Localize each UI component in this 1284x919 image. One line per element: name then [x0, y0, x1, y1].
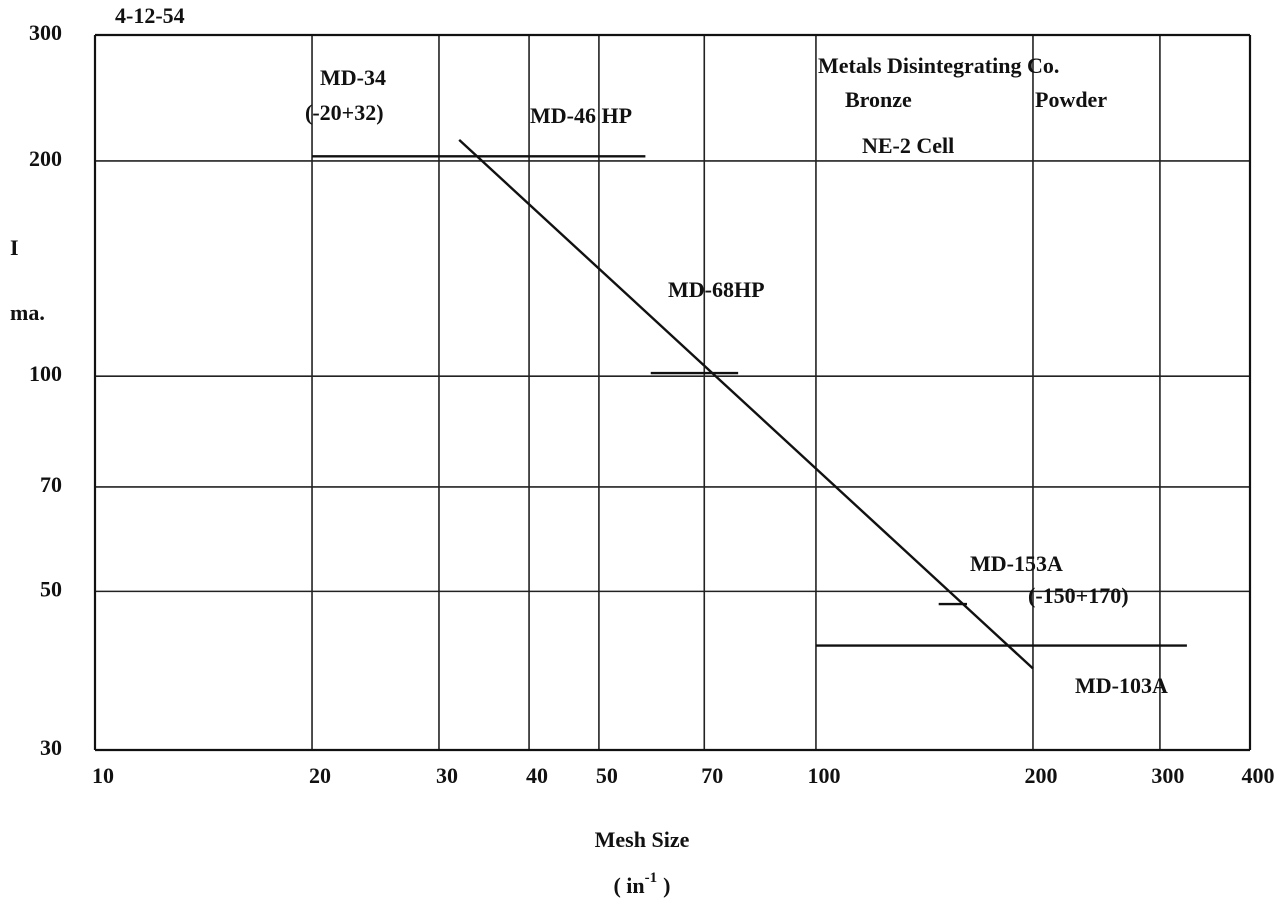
x-tick-label: 40 — [526, 763, 548, 788]
y-tick-label: 100 — [29, 361, 62, 386]
annotation: Powder — [1035, 87, 1107, 112]
annotation: MD-34 — [320, 65, 386, 90]
y-tick-label: 300 — [29, 20, 62, 45]
y-tick-label: 30 — [40, 735, 62, 760]
data-line — [458, 139, 1034, 670]
x-tick-label: 70 — [701, 763, 723, 788]
x-tick-label: 200 — [1024, 763, 1057, 788]
unit-text: ) — [663, 873, 670, 898]
y-tick-label: 70 — [40, 472, 62, 497]
x-tick-label: 30 — [436, 763, 458, 788]
unit-exponent: -1 — [645, 870, 658, 886]
annotation: NE-2 Cell — [862, 133, 954, 158]
annotation: 4-12-54 — [115, 3, 185, 28]
x-tick-label: 20 — [309, 763, 331, 788]
y-tick-label: 50 — [40, 576, 62, 601]
annotation: Metals Disintegrating Co. — [818, 53, 1059, 78]
unit-text: ( in — [613, 873, 644, 898]
x-tick-label: 300 — [1151, 763, 1184, 788]
annotation: (-150+170) — [1028, 583, 1129, 608]
annotation: MD-103A — [1075, 673, 1168, 698]
annotation: MD-153A — [970, 551, 1063, 576]
x-axis-unit: ( in-1) — [613, 870, 670, 898]
x-axis-label: Mesh Size — [595, 827, 690, 852]
y-axis-label: I — [10, 235, 19, 260]
y-axis-label: ma. — [10, 300, 45, 325]
annotation: MD-46 HP — [530, 103, 632, 128]
annotation: Bronze — [845, 87, 912, 112]
annotation: (-20+32) — [305, 100, 384, 125]
annotation: MD-68HP — [668, 277, 765, 302]
x-tick-label: 400 — [1242, 763, 1275, 788]
x-tick-label: 10 — [92, 763, 114, 788]
x-tick-label: 50 — [596, 763, 618, 788]
y-tick-label: 200 — [29, 146, 62, 171]
x-tick-label: 100 — [807, 763, 840, 788]
